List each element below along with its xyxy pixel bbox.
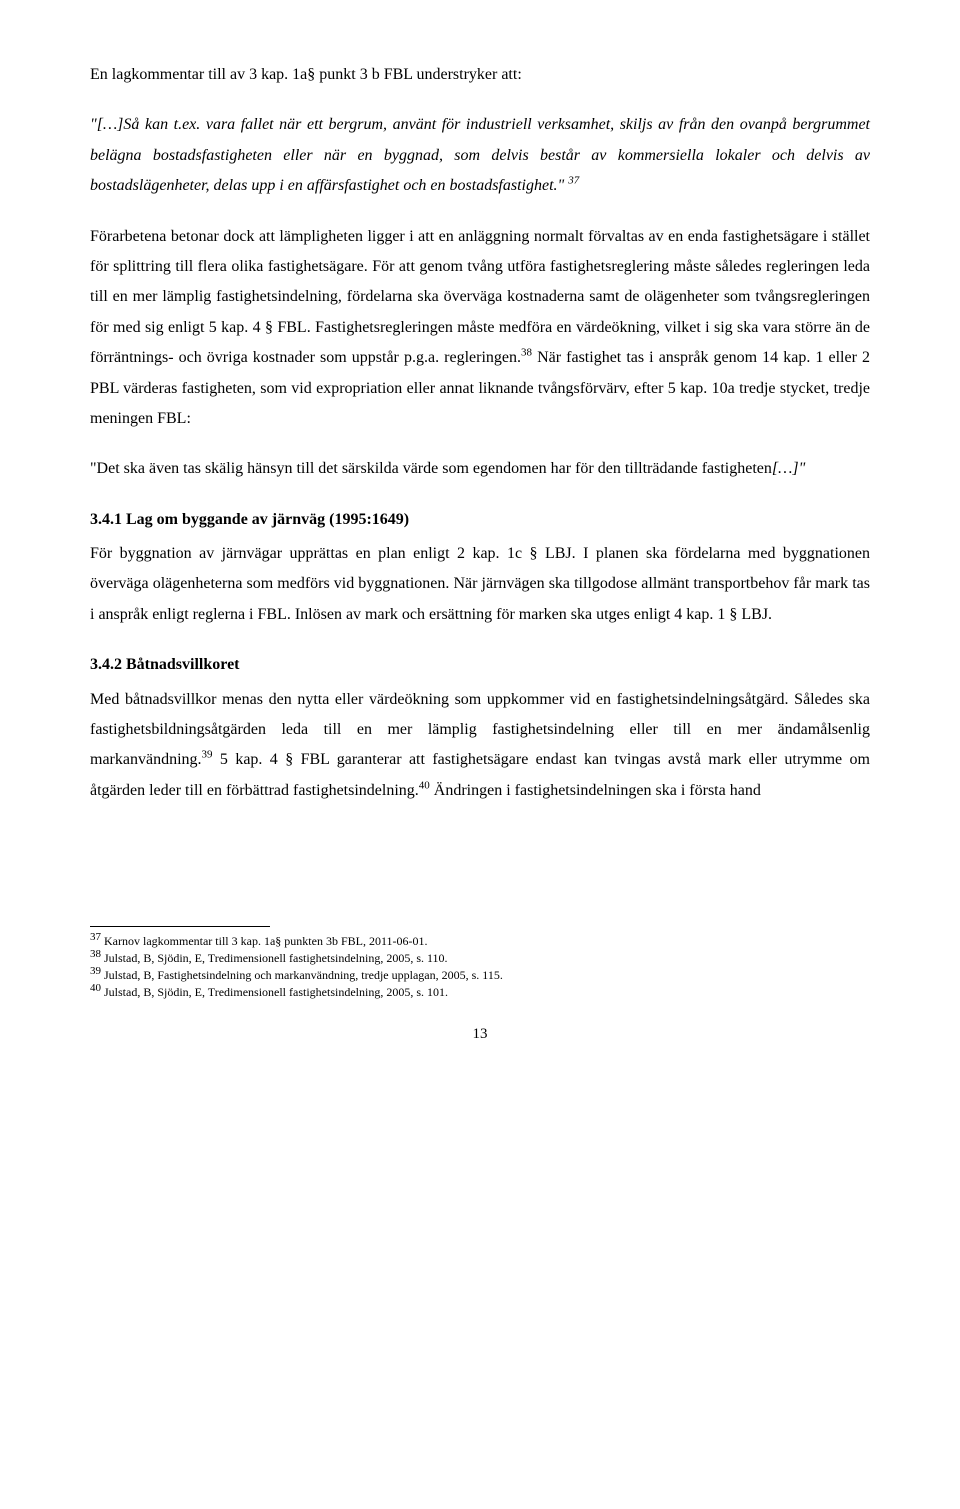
quote-1-body: Så kan t.ex. vara fallet när ett bergrum… bbox=[90, 116, 870, 194]
heading-342: 3.4.2 Båtnadsvillkoret bbox=[90, 650, 870, 680]
footnote-num-39: 39 bbox=[90, 965, 101, 977]
footnote-38-text: Julstad, B, Sjödin, E, Tredimensionell f… bbox=[101, 951, 448, 965]
paragraph-3: För byggnation av järnvägar upprättas en… bbox=[90, 539, 870, 630]
heading-341: 3.4.1 Lag om byggande av järnväg (1995:1… bbox=[90, 505, 870, 535]
quote-block-2: "Det ska även tas skälig hänsyn till det… bbox=[90, 454, 870, 484]
footnote-ref-40: 40 bbox=[419, 779, 430, 791]
footnote-separator bbox=[90, 926, 270, 927]
page-number: 13 bbox=[90, 1020, 870, 1049]
footnote-num-37: 37 bbox=[90, 931, 101, 943]
intro-paragraph: En lagkommentar till av 3 kap. 1a§ punkt… bbox=[90, 60, 870, 90]
footnote-38: 38 Julstad, B, Sjödin, E, Tredimensionel… bbox=[90, 950, 870, 967]
paragraph-2a: Förarbetena betonar dock att lämplighete… bbox=[90, 228, 870, 367]
quote-block-1: "[…]Så kan t.ex. vara fallet när ett ber… bbox=[90, 110, 870, 201]
footnote-37: 37 Karnov lagkommentar till 3 kap. 1a§ p… bbox=[90, 933, 870, 950]
footnote-num-40: 40 bbox=[90, 982, 101, 994]
footnote-37-text: Karnov lagkommentar till 3 kap. 1a§ punk… bbox=[101, 934, 428, 948]
quote-2-body: Det ska även tas skälig hänsyn till det … bbox=[97, 460, 772, 477]
footnote-num-38: 38 bbox=[90, 948, 101, 960]
footnote-ref-37: 37 bbox=[568, 175, 579, 187]
quote-2-suffix: […]" bbox=[772, 460, 805, 477]
footnote-39-text: Julstad, B, Fastighetsindelning och mark… bbox=[101, 968, 503, 982]
footnote-ref-39: 39 bbox=[202, 749, 213, 761]
footnote-40-text: Julstad, B, Sjödin, E, Tredimensionell f… bbox=[101, 985, 448, 999]
footnote-39: 39 Julstad, B, Fastighetsindelning och m… bbox=[90, 967, 870, 984]
paragraph-4c: Ändringen i fastighetsindelningen ska i … bbox=[430, 782, 761, 799]
quote-2-text: Det ska även tas skälig hänsyn till det … bbox=[97, 460, 772, 477]
quote-1-prefix: "[…] bbox=[90, 116, 123, 133]
paragraph-2: Förarbetena betonar dock att lämplighete… bbox=[90, 222, 870, 435]
footnote-40: 40 Julstad, B, Sjödin, E, Tredimensionel… bbox=[90, 984, 870, 1001]
paragraph-4: Med båtnadsvillkor menas den nytta eller… bbox=[90, 685, 870, 807]
footnote-ref-38: 38 bbox=[521, 347, 532, 359]
intro-text: En lagkommentar till av 3 kap. 1a§ punkt… bbox=[90, 66, 522, 83]
